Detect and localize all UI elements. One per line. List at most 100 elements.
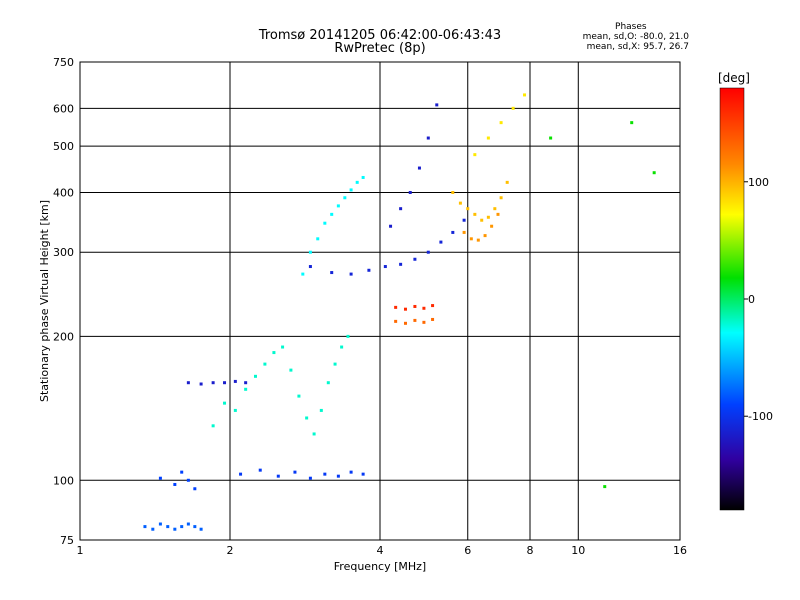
- data-point: [431, 317, 435, 321]
- data-point: [326, 381, 330, 385]
- data-point: [263, 362, 267, 366]
- data-points-layer: [143, 93, 656, 531]
- data-point: [308, 476, 312, 480]
- data-point: [301, 272, 305, 276]
- phases-x-stats: mean, sd,X: 95.7, 26.7: [586, 42, 689, 52]
- data-point: [319, 408, 323, 412]
- data-point: [323, 221, 327, 225]
- data-point: [422, 306, 426, 310]
- y-tick-label: 100: [53, 474, 74, 487]
- data-point: [422, 320, 426, 324]
- data-point: [349, 470, 353, 474]
- data-point: [496, 212, 500, 216]
- data-point: [173, 482, 177, 486]
- data-point: [349, 272, 353, 276]
- data-point: [383, 265, 387, 269]
- x-tick-label: 2: [227, 544, 234, 557]
- data-point: [312, 432, 316, 436]
- x-tick-label: 6: [464, 544, 471, 557]
- data-point: [233, 408, 237, 412]
- data-point: [413, 318, 417, 322]
- data-point: [505, 180, 509, 184]
- y-tick-label: 300: [53, 246, 74, 259]
- data-point: [499, 196, 503, 200]
- data-point: [652, 171, 656, 175]
- phases-summary: Phases mean, sd,O: -80.0, 21.0 mean, sd,…: [583, 22, 689, 52]
- data-point: [403, 321, 407, 325]
- data-point: [473, 153, 477, 157]
- data-point: [435, 103, 439, 107]
- data-point: [499, 121, 503, 125]
- data-point: [258, 468, 262, 472]
- data-point: [523, 93, 527, 97]
- data-point: [180, 470, 184, 474]
- data-point: [355, 180, 359, 184]
- data-point: [186, 381, 190, 385]
- data-point: [469, 237, 473, 241]
- data-point: [483, 234, 487, 238]
- chart-title: Tromsø 20141205 06:42:00-06:43:43: [258, 28, 502, 43]
- data-point: [431, 304, 435, 308]
- data-point: [480, 218, 484, 222]
- data-point: [211, 424, 215, 428]
- data-point: [193, 525, 197, 529]
- colorbar-tick-label: 0: [748, 293, 755, 306]
- data-point: [349, 188, 353, 192]
- plot-frame: [79, 61, 681, 541]
- data-point: [466, 207, 470, 211]
- x-tick-label: 1: [77, 544, 84, 557]
- data-point: [511, 106, 515, 110]
- data-point: [367, 268, 371, 272]
- data-point: [490, 224, 494, 228]
- data-point: [439, 240, 443, 244]
- data-point: [143, 525, 147, 529]
- y-tick-label: 750: [53, 56, 74, 69]
- data-point: [253, 374, 257, 378]
- data-point: [603, 485, 607, 489]
- data-point: [343, 196, 347, 200]
- y-tick-label: 200: [53, 330, 74, 343]
- data-point: [426, 136, 430, 140]
- data-point: [199, 382, 203, 386]
- data-point: [389, 224, 393, 228]
- y-axis-label: Stationary phase Virtual Height [km]: [38, 200, 51, 402]
- data-point: [336, 474, 340, 478]
- data-point: [244, 381, 248, 385]
- data-point: [493, 207, 497, 211]
- data-point: [408, 190, 412, 194]
- data-point: [486, 136, 490, 140]
- data-point: [233, 379, 237, 383]
- y-tick-label: 400: [53, 186, 74, 199]
- data-point: [361, 472, 365, 476]
- data-point: [399, 207, 403, 211]
- data-point: [403, 307, 407, 311]
- data-point: [158, 476, 162, 480]
- y-tick-label: 500: [53, 140, 74, 153]
- data-point: [346, 334, 350, 338]
- colorbar-tick-label: -100: [748, 410, 773, 423]
- data-point: [239, 472, 243, 476]
- x-tick-label: 4: [377, 544, 384, 557]
- data-point: [451, 230, 455, 234]
- colorbar-ticks: 100 0 -100: [744, 176, 773, 423]
- data-point: [473, 212, 477, 216]
- data-point: [340, 345, 344, 349]
- data-point: [186, 522, 190, 526]
- colorbar: [719, 87, 745, 511]
- data-point: [336, 204, 340, 208]
- data-point: [199, 527, 203, 531]
- colorbar-tick-label: 100: [748, 176, 769, 189]
- data-point: [173, 527, 177, 531]
- data-point: [426, 250, 430, 254]
- data-point: [193, 487, 197, 491]
- colorbar-label: [deg]: [718, 71, 750, 85]
- data-point: [333, 362, 337, 366]
- data-point: [361, 175, 365, 179]
- ticks-layer: 1 2 4 6 8 10 16 75 100 200 300 400 500 600 750: [53, 56, 687, 557]
- chart-subtitle: RwPretec (8p): [334, 41, 426, 56]
- data-point: [305, 416, 309, 420]
- data-point: [330, 212, 334, 216]
- data-point: [486, 215, 490, 219]
- data-point: [549, 136, 553, 140]
